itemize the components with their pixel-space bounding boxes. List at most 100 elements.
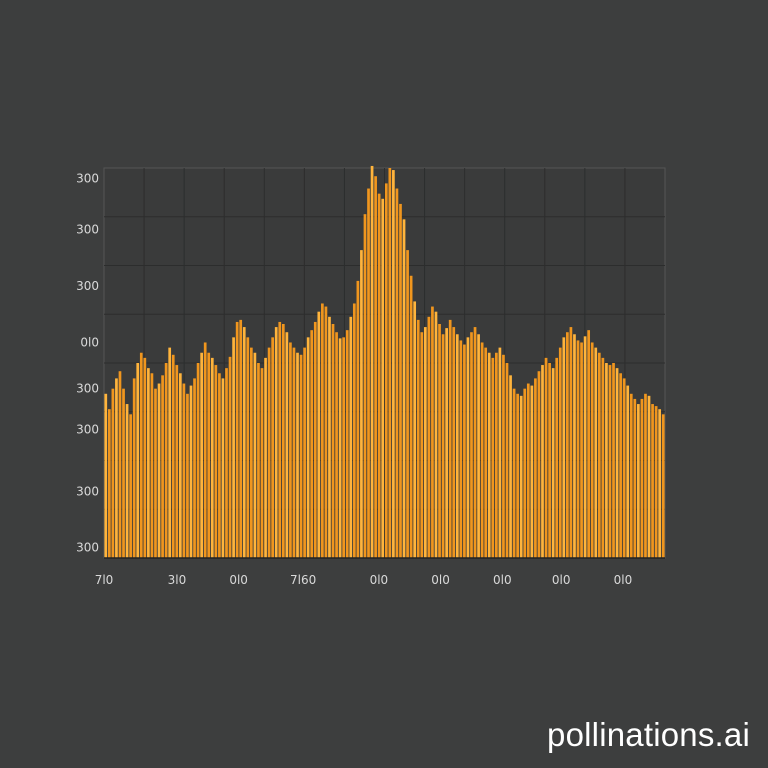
bar — [502, 354, 505, 558]
bar — [477, 334, 480, 558]
bar — [392, 170, 395, 559]
bar — [253, 352, 257, 558]
bar — [239, 319, 243, 558]
bar — [242, 327, 246, 558]
bar — [541, 365, 544, 558]
bar — [104, 393, 108, 558]
bar — [441, 334, 445, 558]
bar — [374, 176, 377, 558]
bar — [289, 342, 292, 558]
y-tick-label: 300 — [76, 541, 99, 555]
bar — [416, 319, 420, 558]
bar — [562, 337, 566, 558]
bar — [459, 340, 463, 558]
x-tick-label: 7l60 — [290, 573, 316, 587]
bar — [221, 378, 225, 558]
bar — [196, 363, 200, 558]
bar — [423, 327, 427, 558]
bar — [271, 337, 275, 558]
bar — [640, 398, 644, 558]
bar — [335, 332, 338, 558]
y-tick-label: 300 — [76, 279, 99, 293]
bar — [644, 393, 647, 558]
bar — [115, 378, 118, 558]
x-tick-label: 0l0 — [614, 573, 633, 587]
bar — [186, 393, 189, 558]
bar — [612, 363, 615, 558]
y-axis-ticks: 300 300 300 0l0 300 300 300 300 — [76, 171, 99, 554]
bar — [523, 388, 527, 558]
bar — [313, 321, 317, 558]
bar — [388, 168, 392, 558]
bar — [143, 357, 147, 558]
y-tick-label: 300 — [76, 423, 99, 437]
y-tick-label: 300 — [76, 223, 99, 237]
bar — [413, 301, 417, 558]
bar — [399, 203, 402, 559]
bar — [427, 316, 431, 558]
bar — [409, 275, 413, 558]
bar — [626, 385, 630, 558]
bar — [292, 347, 296, 558]
bar — [203, 342, 207, 558]
bar — [473, 327, 477, 558]
bar — [526, 383, 530, 558]
bar — [484, 347, 488, 558]
bar — [651, 404, 654, 558]
bar — [580, 342, 583, 558]
bar — [445, 328, 448, 558]
bar — [608, 365, 612, 558]
bar — [384, 183, 388, 558]
bar — [530, 385, 534, 558]
bar — [147, 368, 150, 558]
bar — [438, 324, 441, 558]
bar — [182, 383, 186, 558]
bar — [168, 347, 172, 558]
bar — [310, 330, 314, 558]
bar — [633, 398, 637, 558]
bar — [395, 188, 399, 558]
y-tick-label: 300 — [76, 484, 99, 498]
y-tick-label: 300 — [76, 171, 99, 185]
bar — [324, 306, 328, 558]
bar — [551, 368, 555, 558]
bar — [207, 352, 211, 558]
bar — [594, 347, 598, 558]
bar — [622, 378, 626, 558]
bar — [590, 342, 594, 558]
bar — [136, 363, 140, 558]
x-tick-label: 0l0 — [493, 573, 512, 587]
bar — [349, 316, 353, 558]
bar — [118, 371, 122, 558]
bar — [285, 332, 289, 558]
bar — [363, 214, 367, 558]
bar — [654, 406, 658, 558]
bar — [250, 347, 253, 558]
bar — [537, 371, 541, 558]
bar — [597, 352, 601, 558]
bar — [555, 357, 559, 558]
y-tick-label: 0l0 — [80, 335, 99, 349]
bar — [587, 330, 591, 558]
bar — [534, 378, 537, 558]
bar — [235, 321, 239, 558]
bar — [452, 327, 456, 558]
bar — [210, 357, 214, 558]
bar — [498, 347, 502, 558]
bar — [566, 332, 569, 558]
x-tick-label: 7l0 — [95, 573, 114, 587]
bar — [193, 378, 196, 558]
bar — [111, 388, 115, 558]
bar — [267, 347, 271, 558]
bar — [321, 303, 324, 558]
bar — [370, 165, 374, 558]
bar — [367, 188, 370, 558]
bar — [495, 352, 498, 558]
bar — [548, 363, 551, 558]
bar — [331, 324, 335, 558]
bar — [356, 280, 360, 558]
bar — [299, 354, 303, 558]
bar — [175, 365, 179, 558]
bar — [381, 198, 385, 559]
bar — [257, 363, 260, 558]
